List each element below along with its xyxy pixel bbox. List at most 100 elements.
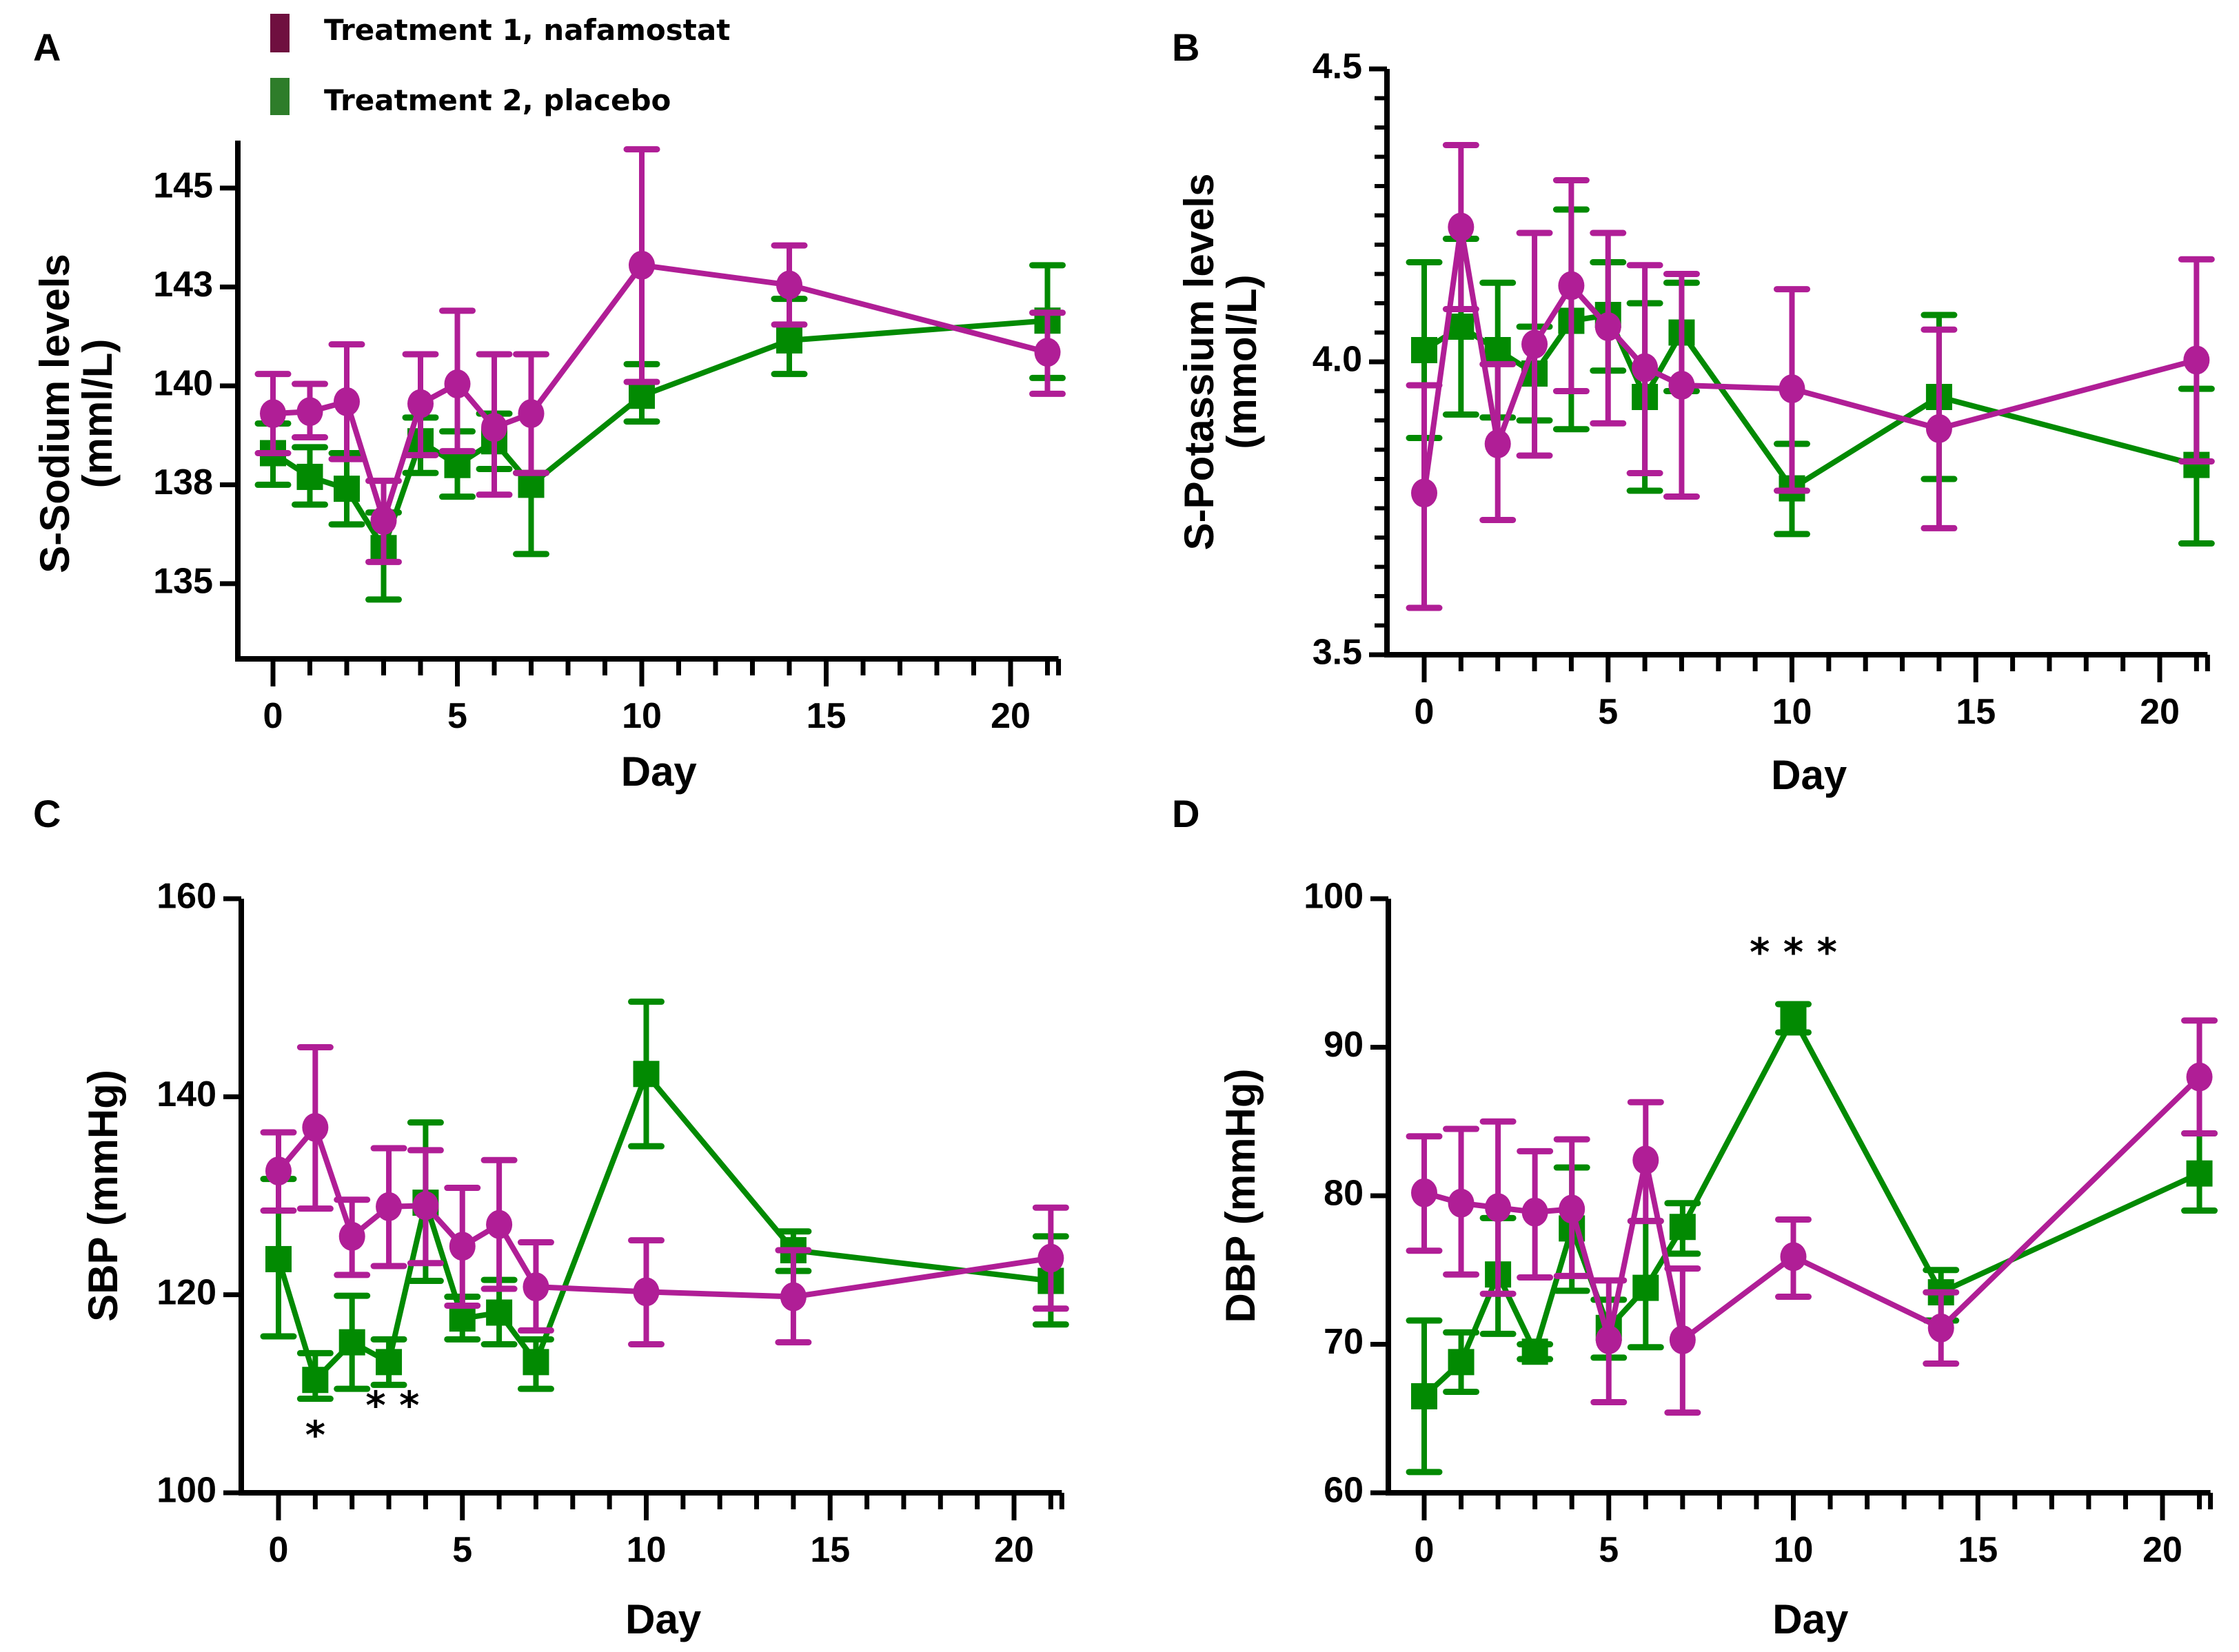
x-tick-label: 0 [263,696,283,736]
data-point-placebo [1484,337,1511,363]
data-point-placebo [1448,314,1475,340]
data-point-nafamostat [376,1192,403,1221]
y-axis-title-line: SBP (mmHg) [80,1070,126,1322]
x-tick-label: 0 [1415,1530,1435,1570]
x-tick-label: 5 [447,696,467,736]
y-tick-label: 4.0 [1313,340,1362,380]
data-point-nafamostat [1448,1188,1475,1218]
data-point-nafamostat [629,250,655,280]
x-axis-title: Day [621,748,698,795]
data-point-placebo [1780,1004,1807,1031]
y-tick-label: 100 [156,1471,216,1511]
data-point-placebo [2186,1160,2213,1187]
series-placebo [254,262,1066,603]
significance-annotation: * * [365,1383,419,1428]
data-point-placebo [776,327,802,354]
y-tick-label: 90 [1324,1025,1364,1065]
y-axis-title-line: S-Sodium levels [32,254,78,573]
x-tick-label: 0 [269,1530,289,1570]
data-point-nafamostat [370,506,397,536]
panel-d: D 60 70 80 90 100 0 5 10 15 20 Day DBP (mmHg) * * * [1172,792,2218,1642]
series-nafamostat [1406,1017,2218,1416]
data-point-nafamostat [2186,1062,2213,1092]
y-tick-label: 100 [1304,877,1364,917]
data-point-placebo [1669,1214,1696,1241]
y-axis-title: DBP (mmHg) [1217,1069,1264,1323]
x-axis-title: Day [625,1596,702,1642]
data-point-nafamostat [1632,1145,1659,1175]
data-point-nafamostat [486,1210,513,1239]
x-tick-label: 20 [2142,1530,2182,1570]
data-point-nafamostat [1925,414,1952,443]
legend-swatch-nafamostat [270,14,290,52]
series-placebo [1406,1001,2218,1476]
data-point-nafamostat [302,1112,329,1142]
data-point-nafamostat [1411,1178,1437,1207]
data-point-placebo [376,1349,403,1376]
data-point-nafamostat [1521,329,1548,359]
data-point-nafamostat [296,397,323,427]
data-point-nafamostat [1669,1325,1696,1355]
data-point-nafamostat [1521,1197,1548,1227]
y-tick-label: 160 [156,877,216,917]
y-axis-title: S-Sodium levels(mml/L) [32,254,121,573]
panel-label-b: B [1172,26,1199,69]
data-point-placebo [1521,1338,1548,1365]
x-tick-label: 10 [1772,692,1812,732]
data-point-nafamostat [523,1272,549,1302]
x-tick-label: 15 [1956,692,1996,732]
x-tick-label: 15 [1958,1530,1998,1570]
data-point-nafamostat [1559,1194,1585,1224]
data-point-nafamostat [1927,1313,1954,1343]
y-axis-title: SBP (mmHg) [80,1070,126,1322]
data-point-nafamostat [481,413,507,442]
data-point-nafamostat [518,399,545,429]
data-point-nafamostat [1411,478,1437,508]
y-axis-title: S-Potassium levels(mmol/L) [1176,174,1265,551]
x-tick-label: 10 [627,1530,667,1570]
y-axis-title-line: DBP (mmHg) [1217,1069,1264,1323]
x-tick-label: 5 [452,1530,472,1570]
data-point-nafamostat [1037,1243,1064,1273]
series-nafamostat [260,1044,1069,1347]
data-point-nafamostat [265,1156,292,1186]
series-placebo [1406,206,2215,547]
y-axis-title-line: (mmol/L) [1219,274,1265,449]
x-tick-label: 5 [1598,692,1618,732]
data-point-placebo [1632,1274,1659,1301]
y-tick-label: 4.5 [1313,47,1362,87]
legend-label-placebo: Treatment 2, placebo [324,83,671,117]
y-tick-label: 3.5 [1313,633,1362,673]
x-tick-label: 20 [994,1530,1034,1570]
y-axis-title-line: S-Potassium levels [1176,174,1222,551]
y-axis-title-line: (mml/L) [74,339,121,489]
data-point-nafamostat [1779,374,1805,404]
y-tick-label: 145 [153,166,213,206]
x-axis-title: Day [1771,752,1847,798]
data-point-placebo [523,1349,549,1376]
legend-label-nafamostat: Treatment 1, nafamostat [324,13,730,47]
y-tick-label: 135 [153,562,213,602]
data-point-nafamostat [1034,338,1061,367]
series-placebo [260,998,1069,1403]
data-point-nafamostat [1632,353,1659,383]
panel-b: B 3.5 4.0 4.5 0 5 10 15 20 Day S-Potassium levels… [1172,26,2215,798]
data-point-nafamostat [776,270,802,300]
data-point-nafamostat [1484,429,1511,458]
series-nafamostat [1406,142,2215,611]
data-point-nafamostat [1558,271,1585,300]
y-tick-label: 138 [153,462,213,502]
significance-annotation: * [305,1413,325,1458]
data-point-nafamostat [1485,1193,1512,1223]
y-tick-label: 140 [156,1074,216,1114]
x-tick-label: 15 [807,696,847,736]
data-point-placebo [486,1299,513,1326]
series-nafamostat [254,146,1066,565]
data-point-nafamostat [338,1221,365,1251]
x-tick-label: 5 [1599,1530,1619,1570]
data-point-nafamostat [1448,212,1475,242]
data-point-placebo [265,1245,292,1272]
data-point-nafamostat [1595,1325,1622,1355]
legend-swatch-placebo [270,78,290,115]
